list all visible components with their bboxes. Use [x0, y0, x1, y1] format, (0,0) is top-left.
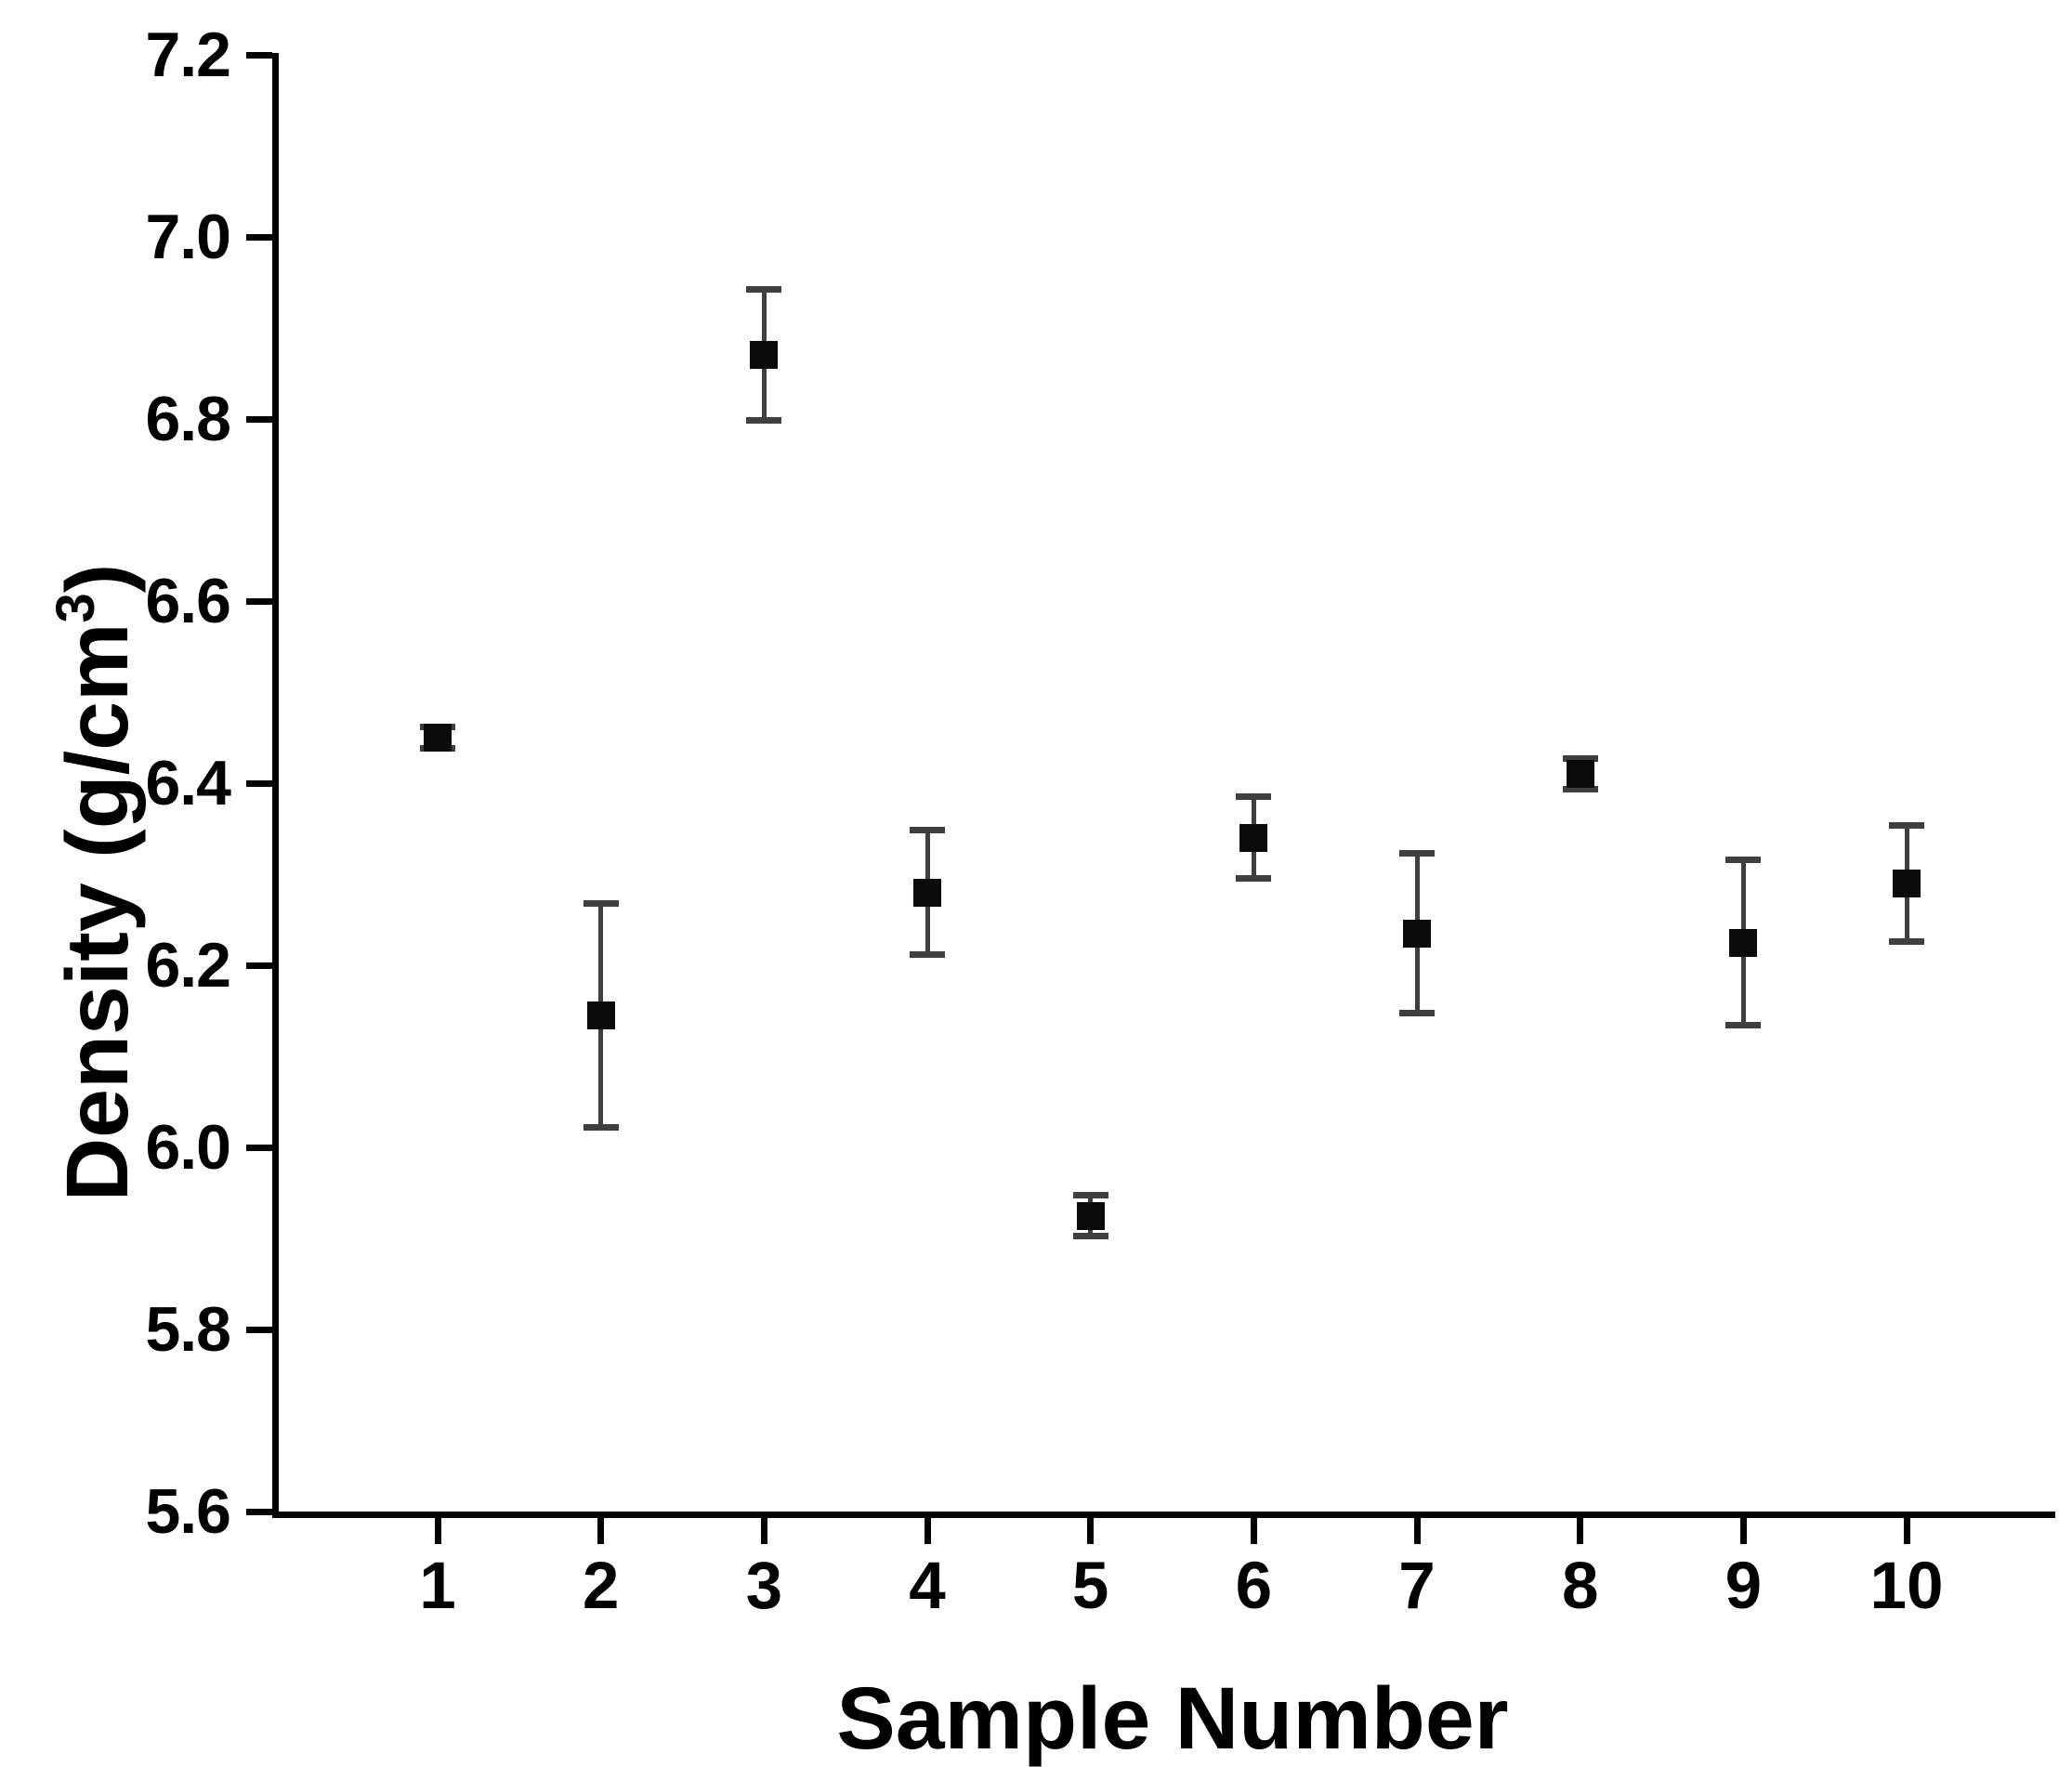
- y-tick-6.6: [246, 597, 272, 605]
- x-tick-label-4: 4: [909, 1550, 946, 1623]
- error-bar-top-cap-sample-2: [583, 899, 619, 907]
- error-bar-top-cap-sample-5: [1072, 1192, 1108, 1199]
- y-tick-7.0: [246, 233, 272, 241]
- data-point-sample-5: [1076, 1201, 1105, 1230]
- error-bar-bottom-cap-sample-2: [583, 1123, 619, 1131]
- y-axis-title-superscript: 3: [46, 593, 106, 623]
- error-bar-bottom-cap-sample-6: [1236, 875, 1272, 883]
- error-bar-top-cap-sample-7: [1399, 849, 1436, 857]
- x-tick-5: [1087, 1518, 1095, 1544]
- x-axis-title: Sample Number: [836, 1669, 1509, 1767]
- y-tick-5.6: [246, 1508, 272, 1515]
- x-tick-4: [924, 1518, 931, 1544]
- y-tick-7.2: [246, 51, 272, 59]
- error-bar-top-cap-sample-9: [1725, 856, 1762, 863]
- error-bar-top-cap-sample-6: [1236, 793, 1272, 801]
- x-tick-label-8: 8: [1561, 1550, 1599, 1623]
- data-point-sample-10: [1893, 869, 1921, 897]
- y-tick-6.4: [246, 779, 272, 787]
- error-bar-top-cap-sample-8: [1562, 755, 1598, 763]
- x-tick-label-3: 3: [745, 1550, 783, 1623]
- x-tick-6: [1250, 1518, 1257, 1544]
- y-tick-label-5.6: 5.6: [145, 1476, 231, 1547]
- y-tick-label-6.2: 6.2: [145, 930, 231, 1001]
- x-tick-7: [1413, 1518, 1421, 1544]
- error-bar-bottom-cap-sample-8: [1562, 786, 1598, 793]
- y-tick-5.8: [246, 1326, 272, 1333]
- error-bar-bottom-cap-sample-7: [1399, 1010, 1436, 1017]
- data-point-sample-4: [913, 878, 941, 907]
- data-point-sample-6: [1239, 823, 1268, 852]
- error-bar-bottom-cap-sample-5: [1072, 1232, 1108, 1239]
- data-point-sample-2: [586, 1001, 615, 1029]
- y-tick-6.8: [246, 415, 272, 423]
- x-tick-label-2: 2: [582, 1550, 620, 1623]
- y-tick-label-7.2: 7.2: [145, 20, 231, 90]
- x-tick-label-9: 9: [1724, 1550, 1763, 1623]
- y-tick-label-6.6: 6.6: [145, 566, 231, 636]
- x-axis-line: [272, 1512, 2055, 1518]
- x-tick-label-6: 6: [1235, 1550, 1273, 1623]
- error-bar-bottom-cap-sample-4: [910, 950, 945, 958]
- y-tick-label-6.4: 6.4: [145, 748, 231, 818]
- error-bar-top-cap-sample-10: [1889, 821, 1925, 829]
- x-tick-label-7: 7: [1398, 1550, 1436, 1623]
- x-tick-3: [760, 1518, 767, 1544]
- error-bar-top-cap-sample-4: [910, 827, 945, 834]
- x-tick-2: [597, 1518, 605, 1544]
- y-tick-label-6.8: 6.8: [145, 384, 231, 454]
- x-tick-8: [1577, 1518, 1584, 1544]
- y-axis-title: Density (g/cm3): [20, 325, 147, 1440]
- x-tick-10: [1903, 1518, 1910, 1544]
- y-axis-title-text: Density (g/cm: [48, 622, 147, 1202]
- y-axis-line: [272, 53, 279, 1518]
- y-tick-6.0: [246, 1144, 272, 1151]
- y-tick-label-5.8: 5.8: [145, 1294, 231, 1365]
- y-tick-label-7.0: 7.0: [145, 202, 231, 272]
- error-bar-top-cap-sample-3: [746, 286, 782, 294]
- y-tick-6.2: [246, 962, 272, 969]
- error-bar-bottom-cap-sample-9: [1725, 1022, 1762, 1029]
- data-point-sample-1: [424, 724, 452, 752]
- data-point-sample-9: [1729, 928, 1758, 957]
- x-tick-label-10: 10: [1869, 1550, 1944, 1623]
- error-bar-bottom-cap-sample-3: [746, 417, 782, 425]
- y-axis-title-close-paren: ): [48, 563, 147, 594]
- data-point-sample-7: [1403, 919, 1432, 948]
- x-tick-label-1: 1: [419, 1550, 456, 1623]
- data-point-sample-3: [750, 341, 779, 370]
- x-tick-9: [1739, 1518, 1747, 1544]
- y-tick-label-6.0: 6.0: [145, 1112, 231, 1183]
- x-tick-1: [434, 1518, 441, 1544]
- error-bar-bottom-cap-sample-10: [1889, 938, 1925, 946]
- data-point-sample-8: [1566, 760, 1594, 789]
- x-tick-label-5: 5: [1071, 1550, 1109, 1623]
